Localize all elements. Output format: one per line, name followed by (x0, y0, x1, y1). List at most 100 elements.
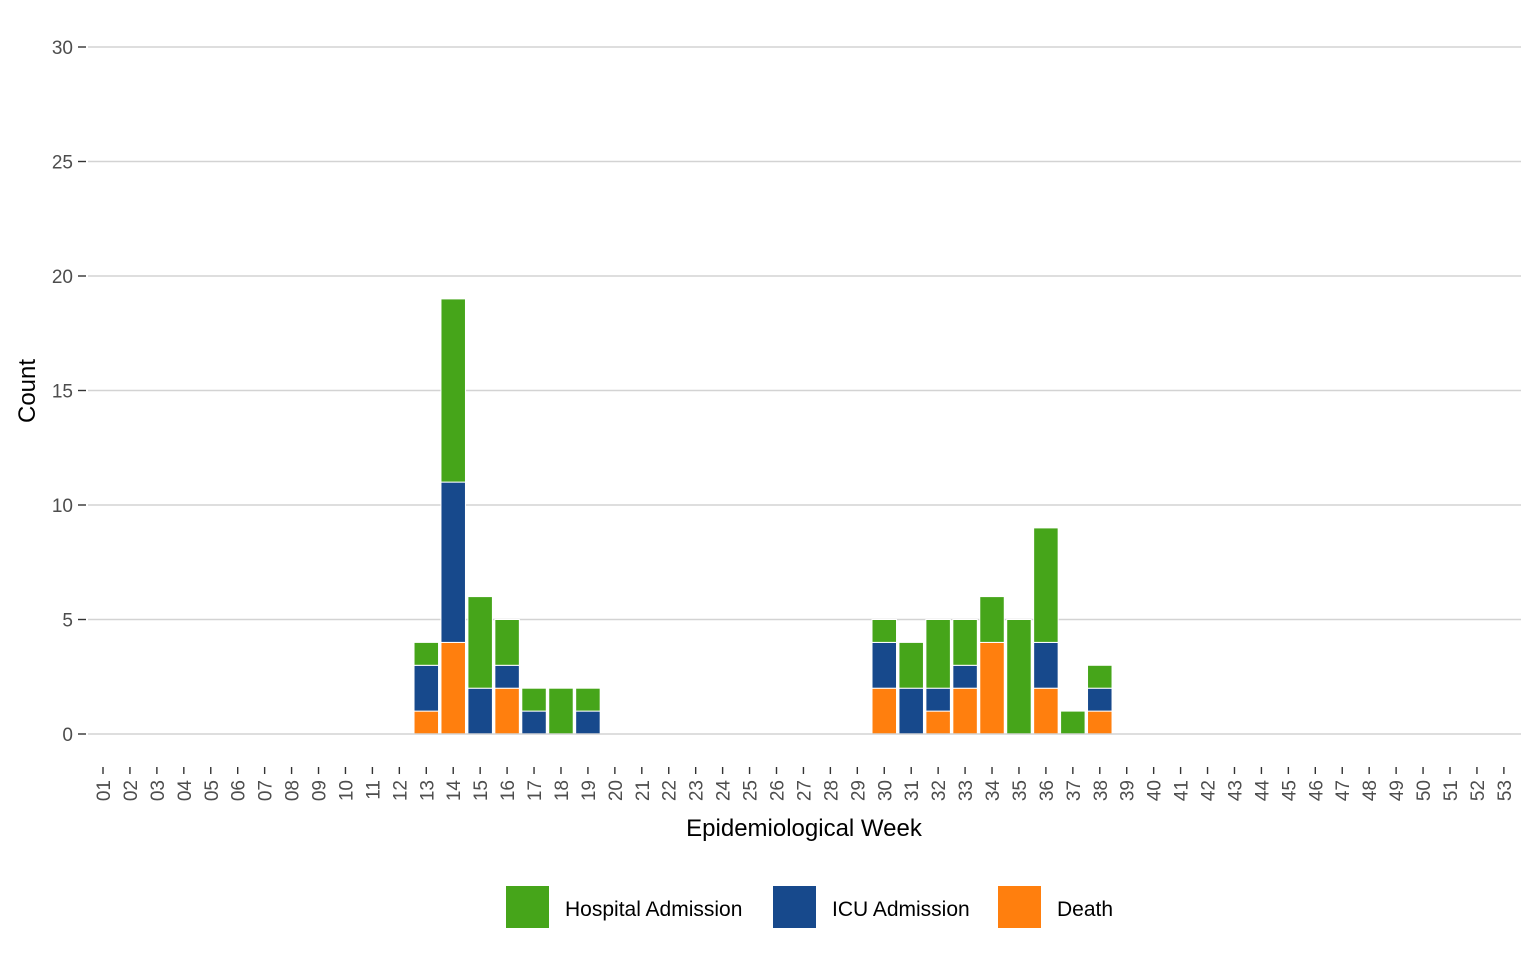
x-tick-label: 50 (1414, 780, 1435, 801)
bar-segment (952, 687, 978, 735)
x-tick-label: 49 (1387, 780, 1408, 801)
x-tick-label: 22 (660, 780, 681, 801)
x-tick-label: 19 (579, 780, 600, 801)
y-axis-title: Count (14, 359, 41, 423)
bar-segment (871, 619, 898, 643)
x-tick-label: 25 (741, 780, 762, 801)
bar-segment (871, 641, 898, 689)
x-tick-label: 38 (1091, 780, 1112, 801)
bar-segment (925, 687, 951, 712)
bars (413, 298, 1113, 735)
x-tick-label: 07 (256, 780, 277, 801)
x-tick-label: 35 (1010, 780, 1031, 801)
bar-segment (521, 687, 547, 712)
x-tick-label: 21 (633, 780, 654, 801)
x-tick-label: 28 (821, 780, 842, 801)
x-tick-label: 06 (229, 780, 250, 801)
bar-segment (1087, 710, 1113, 735)
x-tick-label: 05 (202, 780, 223, 801)
x-tick-label: 26 (768, 780, 789, 801)
legend: Hospital Admission ICU Admission Death (506, 886, 1113, 928)
x-tick-label: 11 (363, 780, 384, 800)
bar-segment (413, 664, 440, 712)
legend-swatch (773, 886, 816, 928)
legend-label: Hospital Admission (565, 898, 742, 921)
x-tick-label: 04 (175, 780, 196, 802)
legend-label: ICU Admission (832, 898, 970, 921)
bar-segment (494, 664, 520, 689)
bar-segment (1060, 710, 1086, 735)
x-axis-title: Epidemiological Week (686, 815, 923, 842)
y-tick-label: 20 (52, 267, 73, 288)
bar-segment (1033, 641, 1059, 689)
bar-segment (440, 481, 466, 643)
x-tick-label: 09 (310, 780, 331, 801)
bar-segment (1087, 664, 1113, 689)
x-tick-label: 40 (1145, 780, 1166, 801)
x-tick-label: 31 (902, 780, 923, 801)
bar-segment (413, 710, 440, 735)
x-tick-label: 17 (525, 780, 546, 801)
bar-segment (871, 687, 898, 735)
y-tick-label: 10 (52, 496, 73, 517)
x-tick-label: 12 (390, 780, 411, 801)
x-tick-label: 18 (552, 780, 573, 801)
bar-segment (1006, 619, 1032, 735)
x-tick-label: 33 (956, 780, 977, 801)
x-tick-label: 03 (148, 780, 169, 801)
x-tick-label: 44 (1252, 780, 1273, 802)
bar-segment (979, 641, 1005, 735)
y-tick-label: 0 (62, 725, 73, 746)
bar-segment (925, 619, 951, 689)
x-tick-label: 15 (471, 780, 492, 801)
bar-segment (440, 298, 466, 483)
bar-segment (548, 687, 574, 735)
x-tick-label: 39 (1118, 780, 1139, 801)
bar-segment (898, 641, 924, 689)
legend-label: Death (1057, 898, 1113, 921)
y-tick-label: 5 (62, 611, 73, 632)
bar-segment (494, 619, 520, 666)
x-tick-label: 02 (121, 780, 142, 801)
y-tick-label: 25 (52, 153, 73, 174)
bar-segment (925, 710, 951, 735)
x-tick-label: 30 (875, 780, 896, 801)
bar-segment (1033, 527, 1059, 643)
x-axis: 01 02 03 04 05 06 07 08 09 10 11 12 13 14 15 16 17 18 19 20… (94, 767, 1516, 801)
x-tick-label: 29 (848, 780, 869, 801)
bar-segment (979, 596, 1005, 643)
x-tick-label: 51 (1441, 780, 1462, 801)
x-tick-label: 53 (1495, 780, 1516, 801)
y-axis: 0 5 10 15 20 25 30 (52, 38, 86, 746)
x-tick-label: 34 (983, 780, 1004, 802)
x-tick-label: 52 (1468, 780, 1489, 801)
x-tick-label: 08 (283, 780, 304, 801)
x-tick-label: 20 (606, 780, 627, 801)
x-tick-label: 41 (1172, 780, 1193, 801)
x-tick-label: 23 (687, 780, 708, 801)
bar-segment (898, 687, 924, 735)
bar-segment (413, 641, 440, 666)
legend-swatch (998, 886, 1041, 928)
bar-segment (1087, 687, 1113, 712)
x-tick-label: 32 (929, 780, 950, 801)
x-tick-label: 36 (1037, 780, 1058, 801)
y-tick-label: 30 (52, 38, 73, 59)
y-tick-label: 15 (52, 382, 73, 403)
x-tick-label: 47 (1333, 780, 1354, 801)
x-tick-label: 16 (498, 780, 519, 801)
bar-segment (575, 687, 601, 712)
x-tick-label: 24 (714, 780, 735, 802)
bar-segment (952, 619, 978, 666)
bar-segment (467, 596, 493, 689)
x-tick-label: 45 (1279, 780, 1300, 801)
x-tick-label: 48 (1360, 780, 1381, 801)
legend-swatch (506, 886, 549, 928)
bar-segment (494, 687, 520, 735)
gridlines (88, 46, 1521, 621)
x-tick-label: 13 (417, 780, 438, 801)
x-tick-label: 10 (336, 780, 357, 801)
bar-segment (1033, 687, 1059, 735)
x-tick-label: 14 (444, 780, 465, 802)
